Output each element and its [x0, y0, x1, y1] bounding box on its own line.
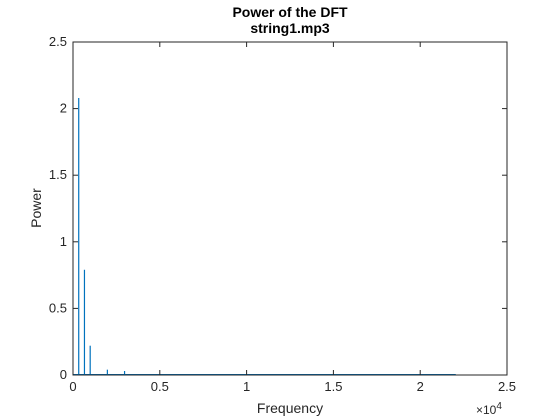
x-axis-multiplier: ×104 [476, 401, 502, 417]
y-tick-label: 0.5 [49, 300, 67, 315]
x-multiplier-exponent: 4 [496, 401, 502, 412]
y-tick-label: 2.5 [49, 34, 67, 49]
x-tick-label: 2.5 [498, 379, 516, 394]
axes-layer [72, 41, 508, 376]
y-tick-label: 2 [60, 101, 67, 116]
x-tick-label: 2 [417, 379, 424, 394]
x-axis-label: Frequency [257, 400, 323, 416]
x-tick-label: 0.5 [151, 379, 169, 394]
x-tick-label: 1 [243, 379, 250, 394]
y-tick-label: 1 [60, 234, 67, 249]
x-multiplier-base: ×10 [476, 403, 497, 417]
plot-background [73, 42, 507, 375]
chart-title: Power of the DFT [232, 4, 348, 20]
x-tick-label: 1.5 [324, 379, 342, 394]
y-tick-label: 1.5 [49, 167, 67, 182]
chart-subtitle: string1.mp3 [250, 20, 330, 36]
ticks-layer: 0 0.5 1 1.5 2 2.5 0 0.5 1 1.5 2 2.5 [49, 34, 516, 394]
x-tick-label: 0 [69, 379, 76, 394]
y-axis-label: Power [28, 188, 44, 228]
y-tick-label: 0 [60, 367, 67, 382]
axes-box [72, 41, 508, 376]
